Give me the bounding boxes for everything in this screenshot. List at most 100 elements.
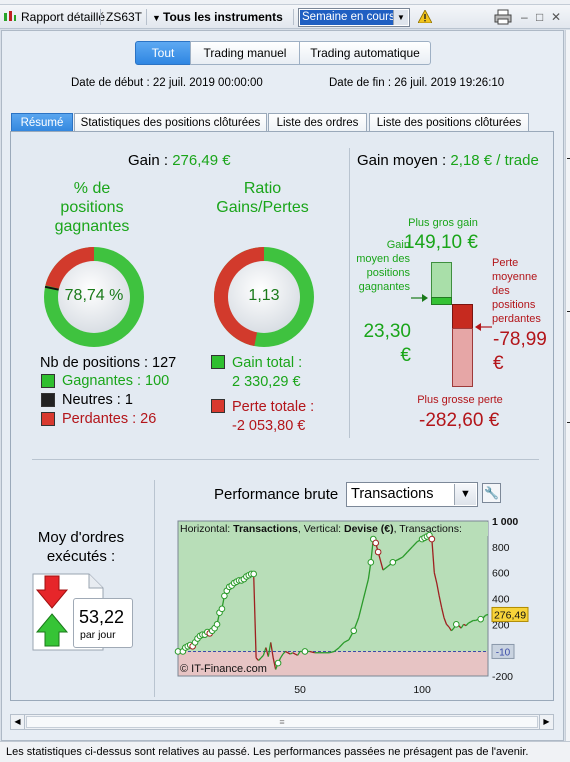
chart-frame	[177, 520, 489, 677]
win-rate-value: 78,74 %	[64, 287, 124, 304]
pct-title-line: % de	[73, 180, 111, 197]
chevron-down-icon[interactable]: ▼	[454, 484, 476, 505]
tab-manual-trading[interactable]: Trading manuel	[190, 41, 300, 65]
end-date: Date de fin : 26 juil. 2019 19:26:10	[329, 77, 505, 89]
biggest-gain-value: 149,10 €	[404, 232, 478, 253]
title-bar: Rapport détaillé ZS63T ▼ Tous les instru…	[0, 5, 570, 29]
chart-line-segment	[292, 652, 296, 655]
separator	[293, 9, 294, 25]
chart-line-segment	[470, 619, 474, 623]
chart-line-segment	[485, 613, 489, 616]
avg-orders-unit: par jour	[80, 629, 116, 641]
performance-dropdown[interactable]: Transactions ▼	[346, 482, 478, 507]
total-loss-value: -2 053,80 €	[232, 418, 306, 434]
chart-point	[452, 621, 460, 628]
scroll-thumb[interactable]: ≡	[26, 716, 538, 728]
chart-line-segment	[260, 654, 264, 659]
chart-header-clip	[482, 522, 488, 536]
chart-line-segment	[267, 642, 272, 657]
tab-closed-stats[interactable]: Statistiques des positions clôturées	[74, 113, 267, 132]
scroll-right-icon[interactable]: ▶	[539, 715, 553, 729]
performance-chart[interactable]: Horizontal: Transactions, Vertical: Devi…	[170, 515, 560, 700]
chart-line-segment	[482, 614, 487, 619]
warning-icon[interactable]	[418, 10, 432, 23]
avg-loss-bar	[452, 304, 473, 329]
separator	[146, 9, 147, 25]
close-icon[interactable]: ✕	[551, 10, 562, 24]
tab-auto-trading[interactable]: Trading automatique	[299, 41, 431, 65]
donut-neutral-mark	[44, 285, 59, 291]
chart-line-segment	[338, 641, 345, 649]
chart-point	[374, 548, 382, 556]
chart-line-segment	[287, 652, 291, 655]
chart-line-segment	[309, 650, 315, 654]
avg-win-value-line: €	[400, 345, 411, 366]
chart-line-segment	[468, 621, 472, 624]
ratio-title-line: Gains/Pertes	[216, 199, 309, 216]
chart-line-segment	[431, 539, 435, 573]
print-icon[interactable]	[494, 9, 512, 25]
y-tick-label: 600	[492, 568, 510, 580]
chart-line-segment	[282, 651, 286, 655]
chart-line-segment	[297, 651, 301, 656]
chart-line-segment	[362, 578, 370, 599]
period-select[interactable]: Semaine en cours ▼	[298, 8, 410, 27]
winners-count: Gagnantes : 100	[62, 373, 170, 389]
chart-header-part: Transactions	[233, 523, 298, 535]
ratio-title: Ratio Gains/Pertes	[205, 179, 320, 217]
chart-line-segment	[272, 657, 277, 670]
start-date: Date de début : 22 juil. 2019 00:00:00	[71, 77, 263, 89]
maximize-icon[interactable]: □	[536, 10, 544, 24]
nb-positions: Nb de positions : 127	[40, 355, 177, 371]
chart-line-segment	[433, 572, 438, 584]
avg-win-label-line: gagnantes	[358, 281, 410, 293]
instruments-label[interactable]: Tous les instruments	[163, 10, 283, 24]
x-tick-label: 50	[294, 684, 306, 696]
total-loss-label: Perte totale :	[232, 399, 315, 415]
wrench-icon[interactable]: 🔧	[482, 483, 501, 503]
chart-negative-area	[178, 651, 488, 676]
minimize-icon[interactable]: –	[521, 10, 528, 24]
tab-closed-positions[interactable]: Liste des positions clôturées	[369, 113, 529, 132]
avg-orders-label-line: exécutés :	[46, 548, 116, 565]
chart-point	[372, 539, 380, 547]
tab-all[interactable]: Tout	[135, 41, 191, 65]
horizontal-scrollbar[interactable]: ◀ ≡ ▶	[10, 714, 554, 730]
report-label[interactable]: Rapport détaillé	[21, 10, 106, 24]
avg-orders-value: 53,22	[79, 607, 125, 627]
chart-line-segment	[343, 639, 350, 643]
chevron-down-icon[interactable]: ▼	[152, 13, 161, 23]
chart-line-segment	[448, 626, 452, 632]
avg-loss-label-line: positions	[492, 299, 536, 311]
chart-line-segment	[270, 642, 274, 659]
tab-orders[interactable]: Liste des ordres	[268, 113, 367, 132]
zero-badge	[491, 643, 515, 659]
divider	[154, 480, 155, 697]
last-value-label: 276,49	[494, 609, 526, 621]
top-cut-strip	[0, 0, 570, 5]
y-tick-label: 400	[492, 594, 510, 606]
pct-title-line: gagnantes	[54, 218, 130, 235]
account-label[interactable]: ZS63T	[106, 10, 143, 24]
win-rate-donut	[44, 247, 144, 347]
y-tick-label: 200	[492, 619, 510, 631]
gain-label: Gain :	[128, 152, 169, 169]
losers-swatch	[41, 412, 55, 426]
chevron-down-icon[interactable]: ▼	[393, 10, 408, 25]
chart-line-segment	[279, 653, 284, 659]
separator	[100, 9, 101, 25]
avg-win-label: Gain moyen des positions gagnantes	[352, 238, 410, 294]
chart-point	[221, 592, 228, 600]
chart-point	[428, 535, 436, 543]
scroll-left-icon[interactable]: ◀	[11, 715, 25, 729]
tab-summary[interactable]: Résumé	[11, 113, 73, 133]
ratio-title-line: Ratio	[243, 180, 282, 197]
total-gain-value: 2 330,29 €	[232, 374, 301, 390]
avg-win-label-line: positions	[366, 267, 410, 279]
chart-line-segment	[411, 541, 418, 548]
arrow-right-icon	[411, 294, 428, 302]
chart-point	[218, 605, 226, 613]
avg-win-value-line: 23,30	[363, 321, 411, 342]
chart-point	[477, 615, 484, 623]
chart-line-segment	[402, 551, 408, 558]
